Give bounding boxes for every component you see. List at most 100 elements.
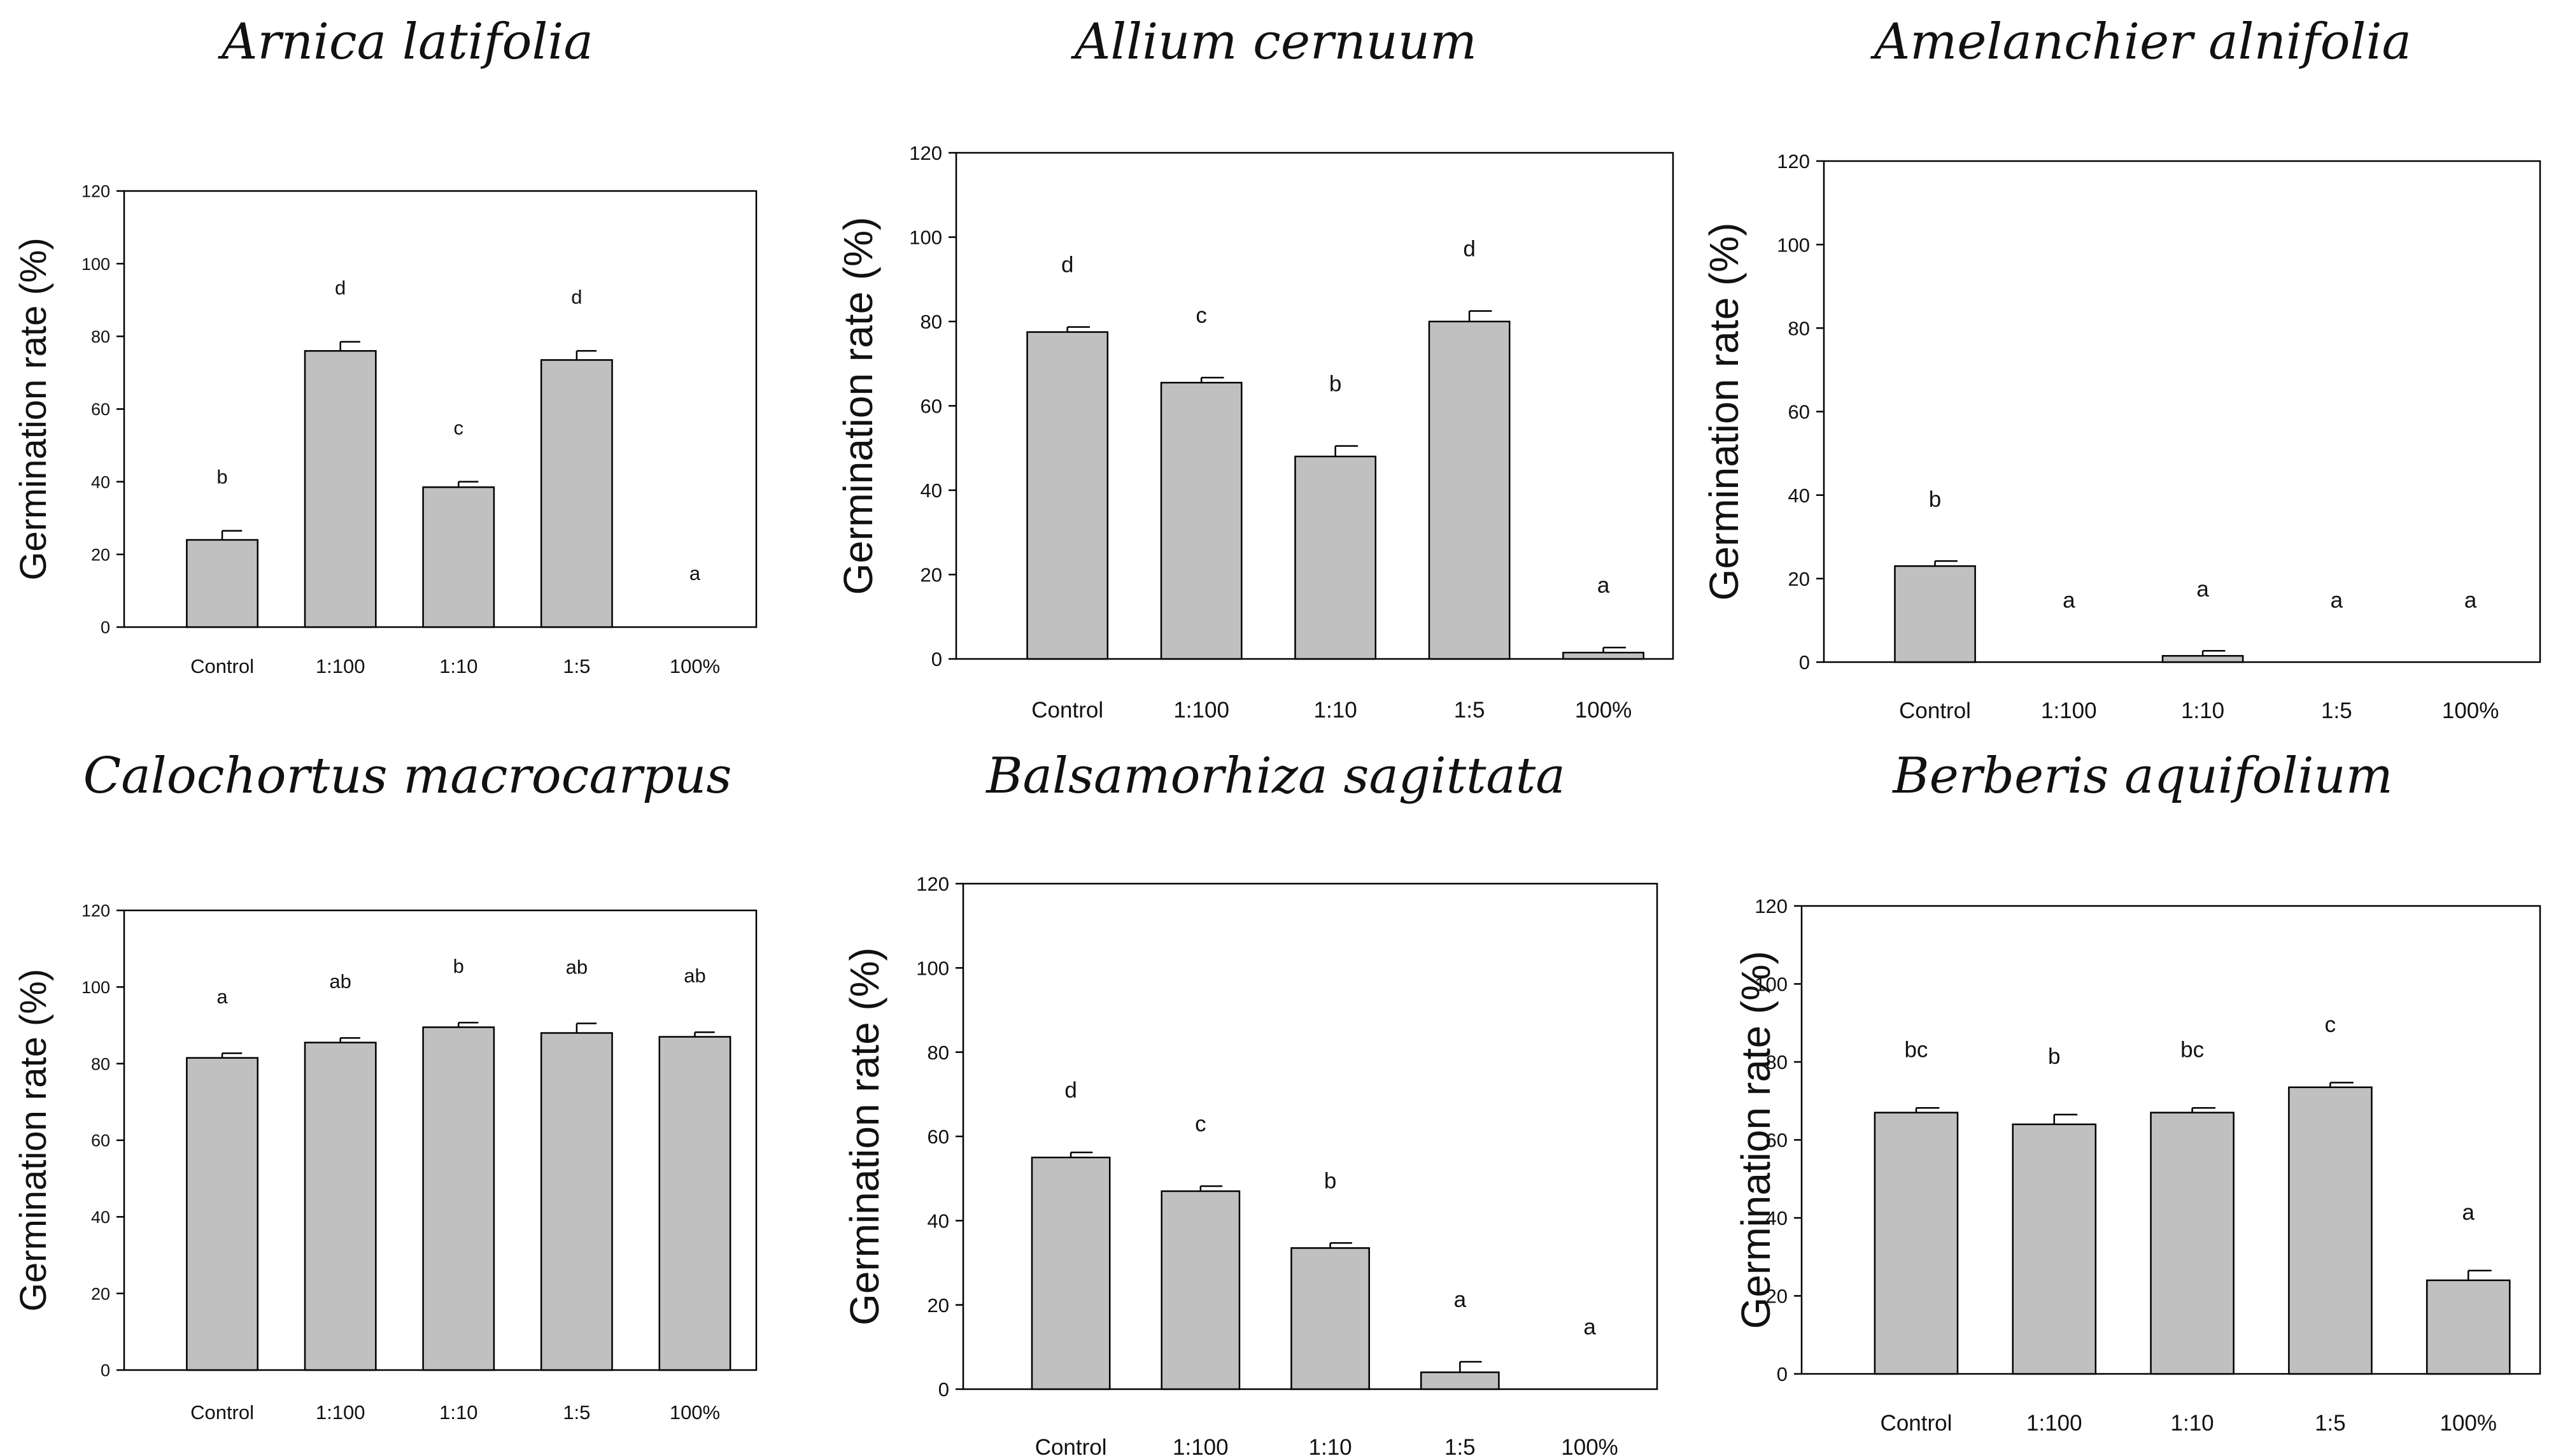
category-label: Control (190, 655, 254, 677)
y-tick-label: 40 (1788, 484, 1810, 507)
y-tick-label: 100 (1777, 234, 1810, 256)
y-tick-label: 80 (91, 1054, 110, 1073)
significance-letter: ab (566, 956, 588, 978)
significance-letter: b (1929, 487, 1941, 512)
bar-100% (658, 1036, 731, 1371)
y-tick-label: 120 (916, 873, 949, 895)
category-label: 1:5 (1454, 698, 1485, 723)
significance-letter: a (216, 986, 228, 1008)
category-label: 1:10 (1309, 1435, 1352, 1456)
y-tick-label: 20 (928, 1294, 949, 1317)
significance-letter: a (1597, 573, 1610, 598)
significance-letter: a (689, 562, 701, 584)
significance-letter: ab (329, 970, 351, 993)
category-label: Control (1881, 1411, 1952, 1436)
y-tick-label: 60 (928, 1126, 949, 1148)
category-label: 1:5 (1444, 1435, 1476, 1456)
y-tick-label: 20 (91, 1284, 110, 1303)
bar-1:10 (422, 486, 495, 628)
y-tick-label: 20 (91, 546, 110, 565)
y-tick-label: 60 (91, 1131, 110, 1150)
category-label: 1:10 (2181, 698, 2224, 723)
bar-Control (1894, 565, 1976, 663)
bar-Control (1026, 331, 1109, 660)
bar-1:5 (540, 359, 613, 628)
chart-title: Amelanchier alnifolia (1870, 13, 2411, 71)
bar-Control (1874, 1112, 1959, 1375)
y-tick-label: 120 (81, 182, 110, 201)
y-tick-label: 40 (1766, 1207, 1788, 1229)
category-label: 1:100 (1173, 1435, 1229, 1456)
category-label: 1:10 (2171, 1411, 2214, 1436)
category-label: 100% (1561, 1435, 1618, 1456)
significance-letter: bc (1904, 1038, 1928, 1063)
bar-1:100 (2012, 1123, 2097, 1375)
significance-letter: c (1196, 303, 1207, 328)
chart-title: Allium cernuum (1071, 13, 1477, 71)
significance-letter: a (1583, 1315, 1596, 1339)
y-tick-label: 60 (1766, 1129, 1788, 1152)
category-label: 1:10 (439, 1401, 477, 1424)
category-label: 1:100 (316, 655, 365, 677)
significance-letter: a (2063, 588, 2075, 613)
y-tick-label: 60 (921, 395, 942, 418)
y-tick-label: 80 (921, 311, 942, 333)
y-axis-label: Germination rate (%) (1701, 223, 1747, 601)
significance-letter: d (335, 277, 346, 299)
significance-letter: d (1064, 1078, 1077, 1103)
significance-letter: a (2196, 577, 2209, 602)
chart-panel-3: Amelanchier alnifolia 0 20 40 60 80 100 120 Germ… (1701, 13, 2541, 723)
y-tick-label: 80 (928, 1042, 949, 1064)
significance-letter: b (2048, 1044, 2060, 1069)
significance-letter: bc (2180, 1038, 2204, 1063)
y-tick-label: 0 (1777, 1363, 1788, 1385)
y-axis-label: Germination rate (%) (13, 237, 54, 580)
category-label: Control (1031, 698, 1103, 723)
y-tick-label: 0 (938, 1378, 949, 1401)
category-label: 1:10 (1314, 698, 1357, 723)
category-label: 1:5 (2321, 698, 2352, 723)
bar-1:100 (1160, 381, 1243, 660)
category-label: 1:5 (2315, 1411, 2346, 1436)
significance-letter: c (1195, 1112, 1206, 1136)
y-tick-label: 120 (909, 142, 942, 164)
significance-letter: b (216, 466, 227, 488)
category-label: 100% (2442, 698, 2499, 723)
category-label: 100% (670, 655, 720, 677)
significance-letter: d (1463, 236, 1475, 261)
y-tick-label: 100 (81, 978, 110, 997)
bar-1:5 (1420, 1371, 1500, 1390)
chart-panel-4: Calochortus macrocarpus 0 20 40 60 80 100 120 Ge… (13, 747, 758, 1424)
significance-letter: a (2331, 588, 2343, 613)
bar-1:5 (540, 1032, 613, 1371)
significance-letter: d (1061, 252, 1073, 277)
bar-Control (186, 539, 258, 628)
y-axis-label: Germination rate (%) (842, 947, 887, 1325)
category-label: Control (1035, 1435, 1107, 1456)
y-tick-label: 40 (91, 1208, 110, 1227)
bar-1:5 (2288, 1086, 2373, 1375)
bar-1:10 (2161, 654, 2244, 663)
y-tick-label: 80 (1788, 317, 1810, 339)
bar-100% (2425, 1279, 2511, 1375)
category-label: 100% (2439, 1411, 2497, 1436)
bar-1:100 (304, 1042, 377, 1371)
significance-letter: b (453, 955, 464, 977)
chart-title: Balsamorhiza sagittata (985, 747, 1565, 805)
y-axis-label: Germination rate (%) (13, 969, 54, 1311)
chart-panel-6: Berberis aquifolium 0 20 40 60 80 100 120 Germin… (1733, 747, 2541, 1436)
chart-title: Arnica latifolia (218, 13, 593, 71)
chart-panel-2: Allium cernuum 0 20 40 60 80 100 120 Germination… (835, 13, 1674, 723)
y-tick-label: 20 (921, 564, 942, 586)
category-label: 1:5 (563, 655, 590, 677)
y-tick-label: 120 (1755, 895, 1788, 917)
y-tick-label: 100 (916, 957, 949, 979)
category-label: Control (1899, 698, 1971, 723)
y-tick-label: 0 (931, 648, 942, 670)
significance-letter: d (571, 286, 582, 308)
category-label: 1:10 (439, 655, 477, 677)
significance-letter: b (1324, 1168, 1336, 1193)
bar-1:10 (1294, 455, 1377, 660)
y-tick-label: 0 (101, 618, 110, 637)
bar-1:10 (1290, 1247, 1370, 1390)
